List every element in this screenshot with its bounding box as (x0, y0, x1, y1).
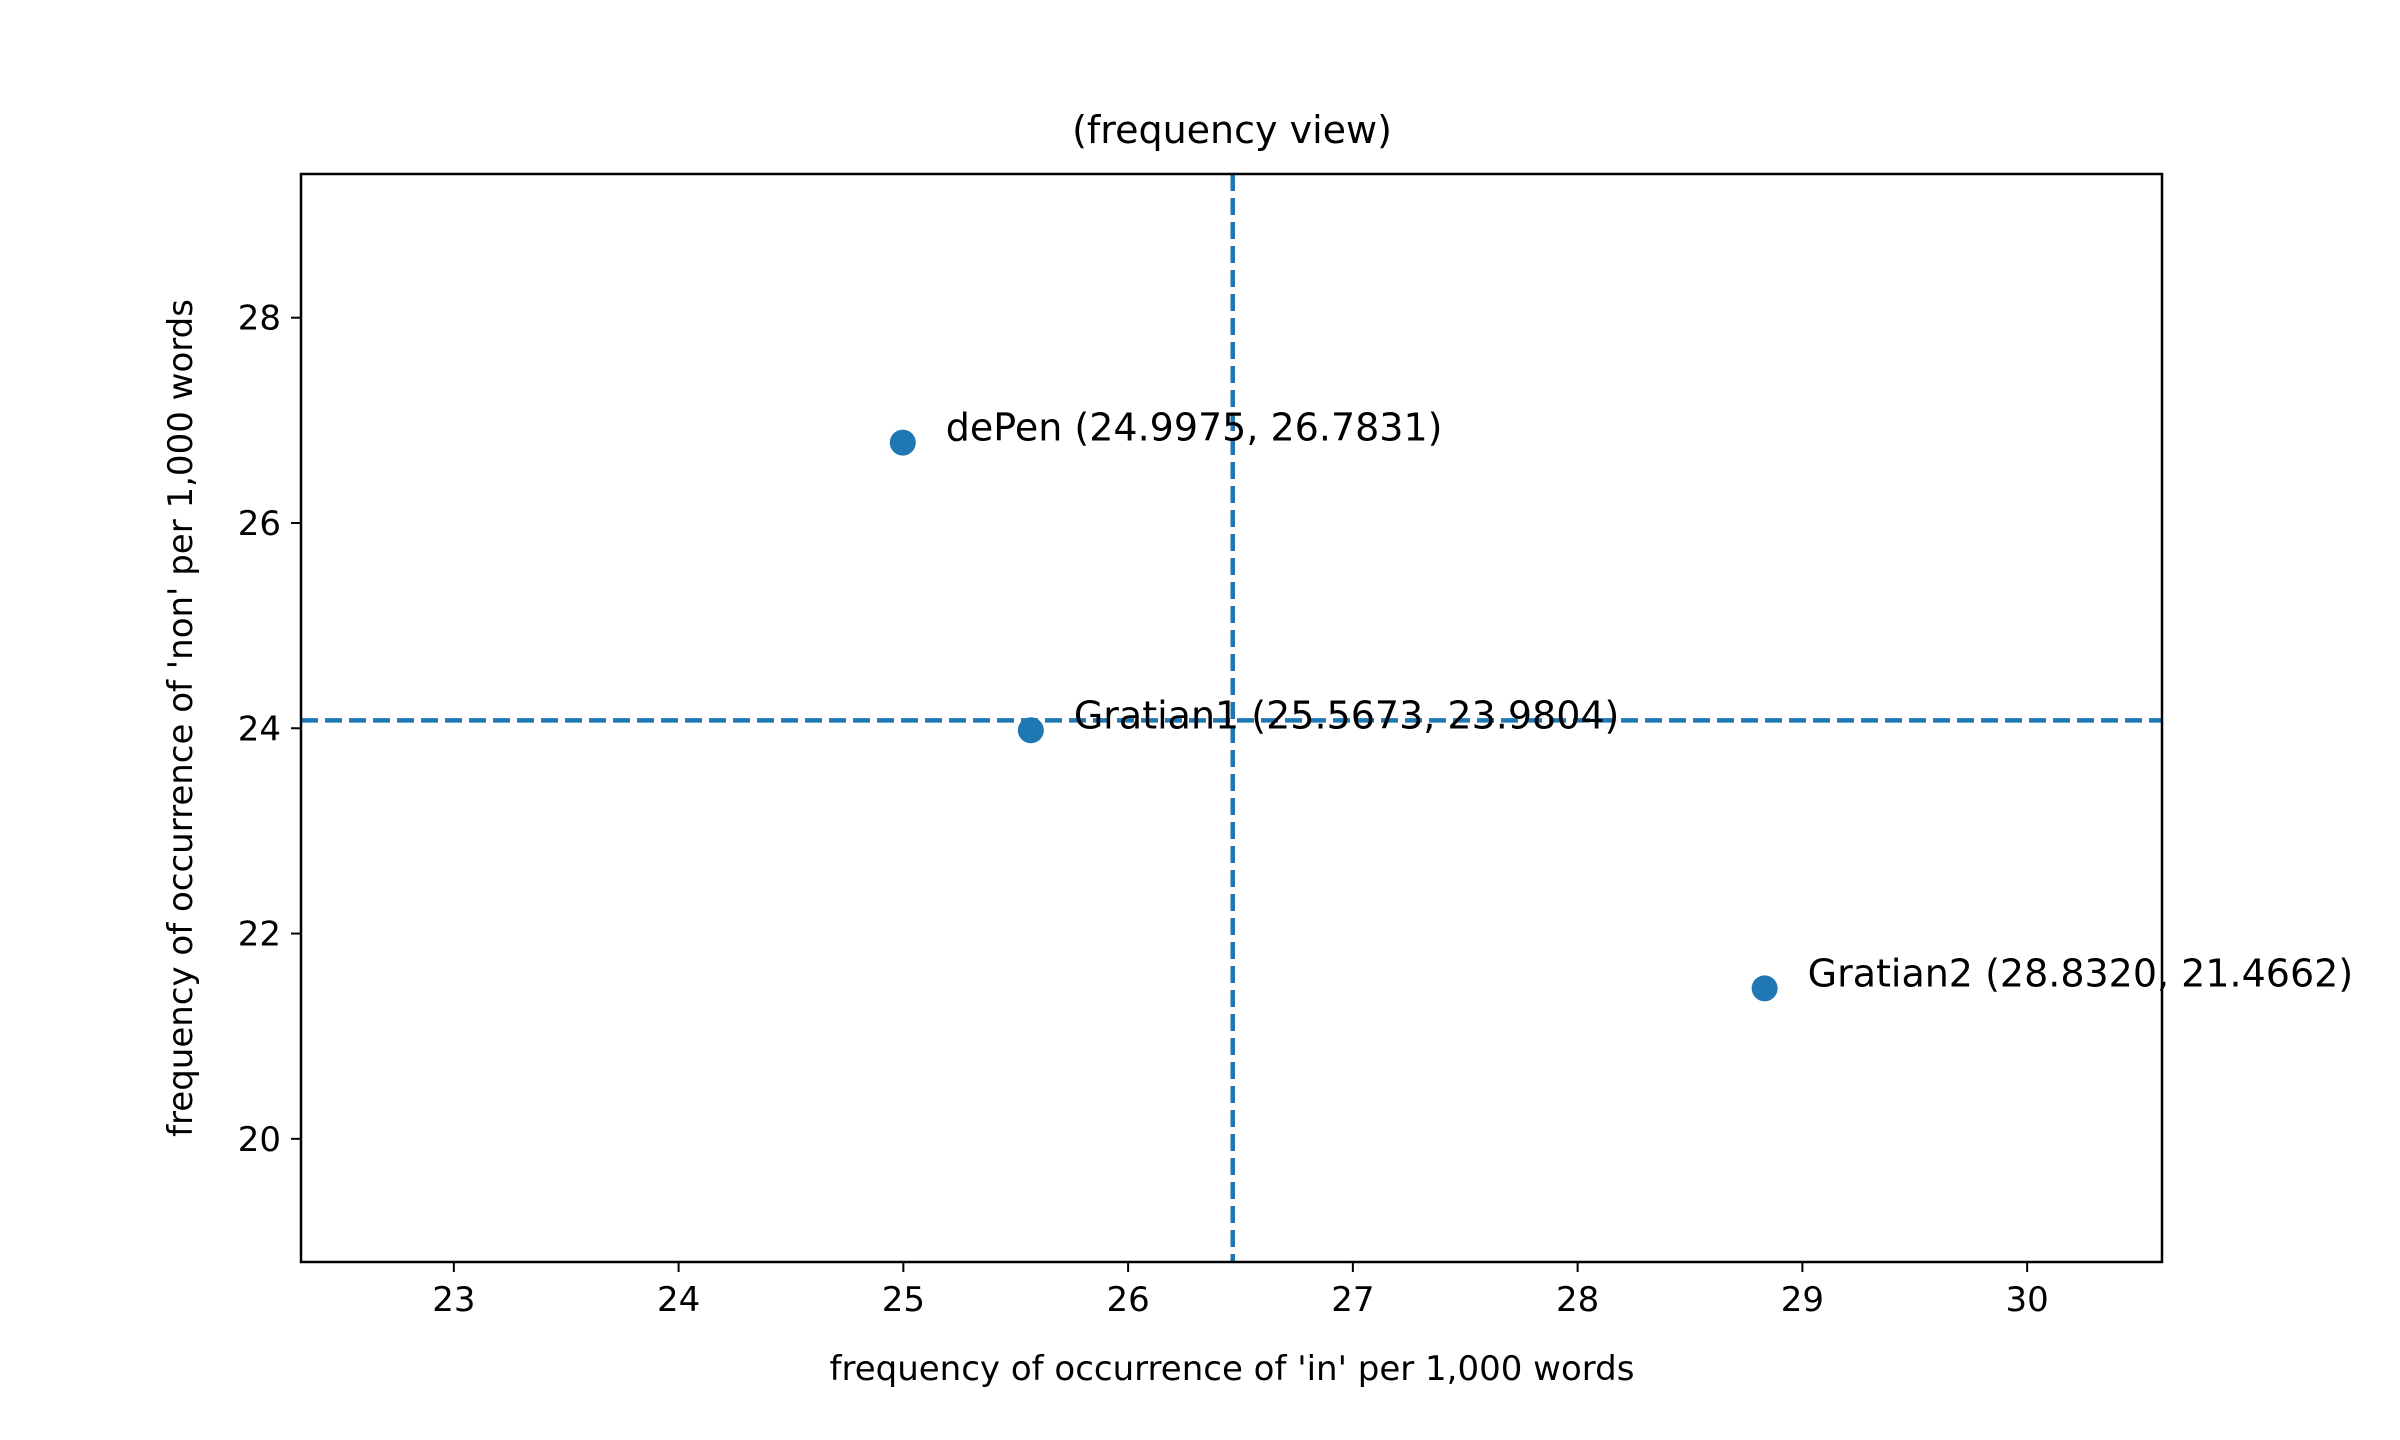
y-tick-label: 26 (238, 504, 281, 544)
y-tick-label: 28 (238, 299, 281, 339)
x-tick-label: 28 (1556, 1280, 1599, 1320)
data-point (1017, 717, 1044, 744)
point-label: Gratian2 (28.8320, 21.4662) (1808, 951, 2354, 995)
x-tick-label: 29 (1781, 1280, 1824, 1320)
x-tick-label: 27 (1331, 1280, 1374, 1320)
x-axis-label: frequency of occurrence of 'in' per 1,00… (830, 1349, 1635, 1389)
x-tick-label: 24 (657, 1280, 700, 1320)
x-tick-label: 25 (882, 1280, 925, 1320)
chart-title: (frequency view) (1072, 108, 1392, 152)
data-point (1751, 975, 1778, 1002)
y-tick-label: 24 (238, 709, 281, 749)
x-tick-label: 30 (2006, 1280, 2049, 1320)
data-point (889, 429, 916, 456)
y-tick-label: 20 (238, 1120, 281, 1160)
point-label: dePen (24.9975, 26.7831) (946, 406, 1443, 450)
x-tick-label: 26 (1106, 1280, 1149, 1320)
y-axis-label: frequency of occurrence of 'non' per 1,0… (161, 299, 201, 1137)
x-tick-label: 23 (432, 1280, 475, 1320)
y-tick-label: 22 (238, 915, 281, 955)
point-label: Gratian1 (25.5673, 23.9804) (1074, 693, 1620, 737)
plot-area: 23 24 25 26 27 28 29 30 20 22 24 26 28 dePen (24.9975… (238, 172, 2354, 1320)
plot-frame (299, 172, 2164, 1264)
